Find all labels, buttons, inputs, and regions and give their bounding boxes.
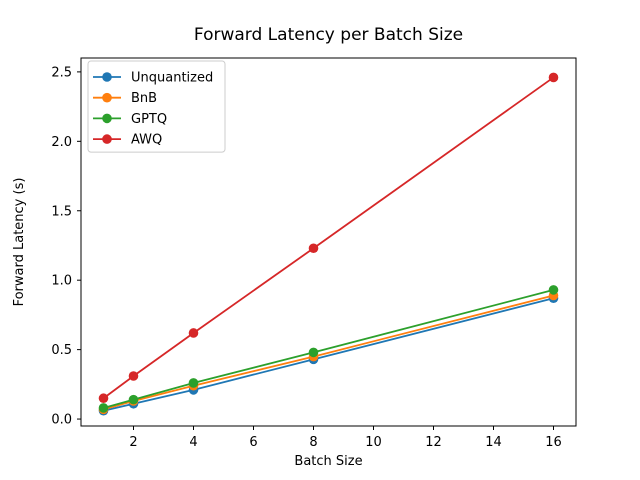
y-tick-label: 0.5 bbox=[51, 343, 72, 358]
x-tick-label: 6 bbox=[249, 435, 257, 450]
x-tick-label: 16 bbox=[545, 435, 562, 450]
y-axis-label: Forward Latency (s) bbox=[12, 178, 27, 307]
legend-label: GPTQ bbox=[131, 112, 167, 127]
series-awq bbox=[98, 72, 559, 404]
data-point-marker bbox=[188, 328, 199, 338]
x-axis: 2 4 6 8 10 12 14 16 bbox=[129, 426, 562, 450]
data-point-marker bbox=[98, 403, 109, 413]
legend: Unquantized BnB GPTQ AWQ bbox=[87, 60, 226, 153]
legend-marker bbox=[102, 113, 112, 124]
y-tick-label: 1.5 bbox=[51, 204, 72, 219]
legend-marker bbox=[102, 134, 112, 144]
data-point-marker bbox=[128, 394, 139, 405]
legend-frame bbox=[87, 60, 226, 153]
x-tick-label: 4 bbox=[189, 435, 197, 450]
data-point-marker bbox=[308, 347, 319, 358]
x-tick-label: 8 bbox=[309, 435, 317, 450]
data-point-marker bbox=[308, 243, 319, 254]
y-tick-label: 2.5 bbox=[51, 65, 72, 80]
legend-marker bbox=[102, 72, 112, 82]
y-tick-label: 2.0 bbox=[51, 135, 72, 150]
legend-entry-awq: AWQ bbox=[93, 133, 162, 148]
data-point-marker bbox=[128, 371, 139, 381]
x-tick-label: 2 bbox=[129, 435, 137, 450]
data-point-marker bbox=[548, 72, 559, 83]
legend-entry-gptq: GPTQ bbox=[93, 112, 167, 127]
data-point-marker bbox=[98, 393, 109, 404]
legend-label: BnB bbox=[131, 91, 157, 106]
legend-label: AWQ bbox=[131, 133, 162, 148]
x-axis-label: Batch Size bbox=[294, 454, 362, 469]
y-tick-label: 1.0 bbox=[51, 274, 72, 289]
data-point-marker bbox=[188, 378, 199, 388]
x-tick-label: 10 bbox=[365, 435, 382, 450]
legend-label: Unquantized bbox=[131, 71, 213, 86]
plot-frame bbox=[80, 57, 577, 427]
x-tick-label: 14 bbox=[485, 435, 502, 450]
y-tick-label: 0.0 bbox=[51, 413, 72, 428]
chart-title: Forward Latency per Batch Size bbox=[194, 25, 463, 45]
y-axis: 0.0 0.5 1.0 1.5 2.0 2.5 bbox=[51, 65, 81, 428]
legend-entry-unquantized: Unquantized bbox=[93, 71, 213, 86]
legend-entry-bnb: BnB bbox=[93, 91, 157, 106]
data-point-marker bbox=[548, 285, 559, 295]
legend-marker bbox=[102, 92, 112, 103]
series-gptq bbox=[98, 285, 559, 413]
x-tick-label: 12 bbox=[425, 435, 442, 450]
